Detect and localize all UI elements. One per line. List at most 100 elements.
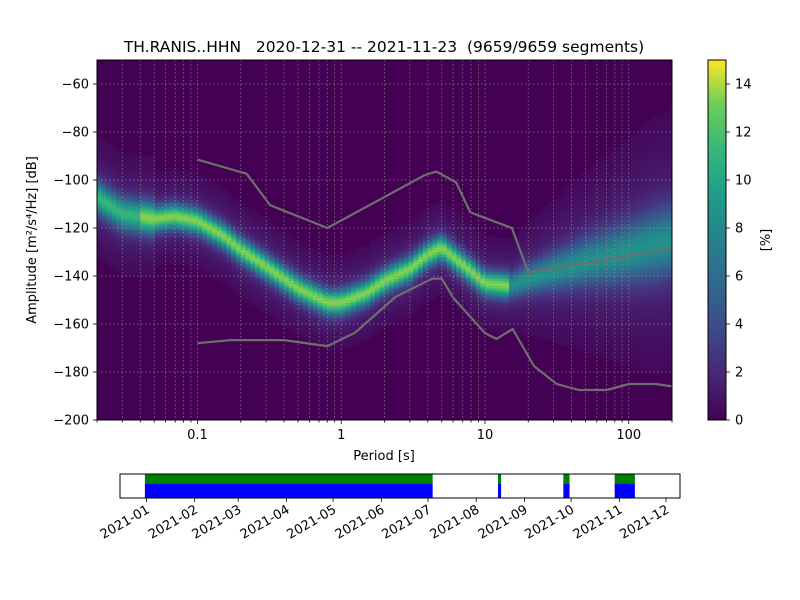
heatmap-cell — [523, 276, 529, 279]
heatmap-cell — [413, 237, 419, 241]
heatmap-cell — [537, 328, 544, 332]
heatmap-cell — [552, 288, 558, 291]
heatmap-cell — [523, 304, 529, 308]
heatmap-cell — [97, 182, 103, 186]
heatmap-cell — [509, 300, 515, 303]
heatmap-cell — [168, 216, 175, 219]
heatmap-cell — [485, 292, 491, 296]
heatmap-cell — [341, 261, 347, 265]
heatmap-cell — [604, 218, 611, 222]
heatmap-cell — [331, 273, 338, 277]
heatmap-cell — [346, 290, 352, 294]
heatmap-cell — [355, 256, 362, 260]
heatmap-cell — [216, 184, 223, 188]
heatmap-cell — [298, 273, 304, 277]
heatmap-cell — [566, 187, 572, 190]
heatmap-cell — [418, 295, 424, 298]
heatmap-cell — [307, 333, 314, 337]
heatmap-cell — [528, 326, 534, 330]
heatmap-cell — [427, 218, 434, 222]
heatmap-cell — [274, 237, 280, 241]
heatmap-cell — [384, 249, 390, 253]
heatmap-cell — [164, 184, 170, 188]
heatmap-cell — [307, 295, 314, 298]
heatmap-cell — [494, 283, 501, 286]
heatmap-cell — [144, 242, 151, 246]
heatmap-cell — [489, 240, 496, 243]
heatmap-cell — [312, 295, 319, 298]
heatmap-cell — [614, 331, 620, 334]
heatmap-cell — [283, 232, 290, 236]
heatmap-cell — [197, 199, 204, 202]
heatmap-cell — [437, 237, 443, 241]
heatmap-cell — [202, 247, 208, 250]
heatmap-cell — [293, 247, 299, 250]
heatmap-cell — [144, 220, 151, 224]
heatmap-cell — [173, 232, 180, 236]
heatmap-cell — [437, 211, 443, 214]
heatmap-cell — [609, 333, 616, 337]
heatmap-cell — [418, 259, 424, 262]
heatmap-cell — [413, 271, 419, 274]
heatmap-cell — [111, 177, 117, 181]
heatmap-cell — [413, 268, 419, 272]
heatmap-cell — [322, 256, 328, 260]
heatmap-cell — [379, 242, 386, 246]
heatmap-cell — [489, 273, 496, 277]
heatmap-cell — [609, 213, 616, 217]
heatmap-cell — [250, 252, 256, 255]
heatmap-cell — [614, 244, 620, 248]
heatmap-cell — [288, 285, 295, 289]
heatmap-cell — [451, 216, 457, 219]
heatmap-cell — [576, 333, 582, 337]
heatmap-cell — [106, 213, 112, 217]
heatmap-cell — [427, 276, 434, 279]
heatmap-cell — [97, 232, 103, 236]
heatmap-cell — [327, 312, 333, 315]
heatmap-cell — [336, 326, 342, 330]
heatmap-cell — [207, 247, 213, 250]
heatmap-cell — [97, 218, 103, 222]
heatmap-cell — [571, 268, 577, 272]
heatmap-cell — [489, 252, 496, 255]
heatmap-cell — [461, 273, 467, 277]
heatmap-cell — [259, 309, 266, 313]
heatmap-cell — [542, 285, 549, 289]
heatmap-cell — [379, 256, 386, 260]
heatmap-cell — [173, 206, 180, 210]
heatmap-cell — [609, 259, 616, 262]
heatmap-cell — [547, 295, 553, 298]
heatmap-cell — [97, 192, 103, 195]
heatmap-cell — [394, 297, 400, 301]
heatmap-cell — [346, 309, 352, 313]
heatmap-cell — [600, 182, 606, 186]
heatmap-cell — [259, 302, 266, 306]
heatmap-cell — [614, 271, 620, 274]
heatmap-cell — [149, 232, 156, 236]
heatmap-cell — [504, 292, 510, 296]
heatmap-cell — [264, 264, 271, 267]
heatmap-cell — [470, 256, 477, 260]
heatmap-cell — [542, 278, 549, 282]
heatmap-cell — [566, 336, 572, 339]
heatmap-cell — [355, 340, 362, 344]
heatmap-cell — [537, 309, 544, 313]
heatmap-cell — [149, 268, 156, 272]
heatmap-cell — [288, 316, 295, 320]
heatmap-cell — [173, 189, 180, 193]
heatmap-cell — [221, 201, 227, 205]
heatmap-cell — [418, 232, 424, 236]
heatmap-cell — [346, 273, 352, 277]
heatmap-cell — [561, 247, 568, 250]
heatmap-cell — [552, 228, 558, 231]
heatmap-cell — [250, 261, 256, 265]
heatmap-cell — [307, 252, 314, 255]
heatmap-cell — [360, 273, 366, 277]
heatmap-cell — [422, 208, 429, 212]
heatmap-cell — [408, 264, 414, 267]
heatmap-cell — [178, 172, 184, 176]
heatmap-cell — [547, 324, 553, 327]
heatmap-cell — [130, 259, 136, 262]
heatmap-cell — [120, 175, 127, 178]
heatmap-cell — [264, 300, 271, 303]
